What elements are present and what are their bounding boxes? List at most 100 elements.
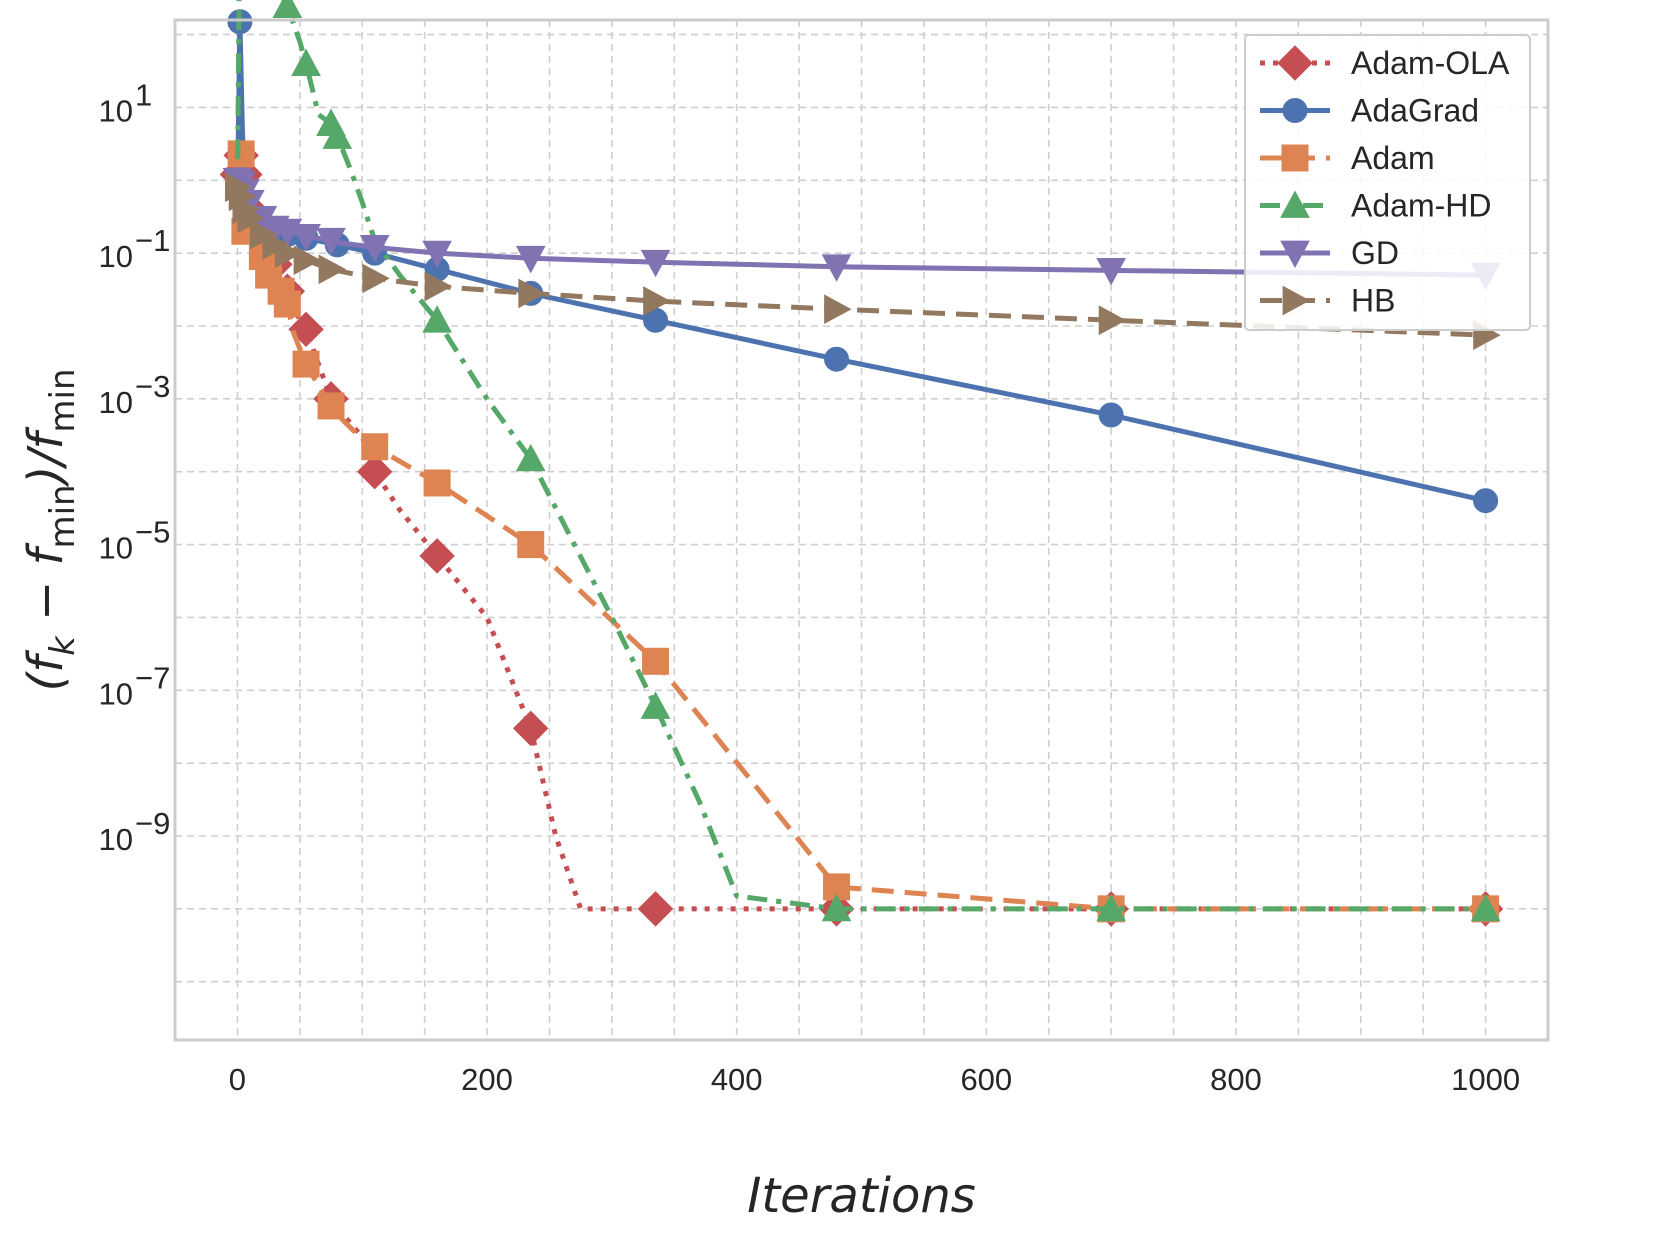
data-point-hb [274,238,303,268]
x-axis-ticks: 0 200 400 600 800 1000 [229,1062,1520,1097]
y-tick-base: 10 [99,822,133,857]
y-axis-ticks: 10−910−710−510−310−1101103 [99,77,171,857]
y-axis-label-sub-min-2: min [43,368,83,432]
y-tick-exponent: −3 [135,369,170,404]
legend-item-adam-ola: Adam-OLA [1260,45,1510,81]
data-point-gd [821,254,852,282]
data-point-gd [291,223,321,252]
legend-marker [1277,45,1313,81]
series-adam-hd [234,0,1501,922]
data-point-hb [518,278,546,309]
y-axis-label-sub-min-1: min [43,484,83,548]
y-axis-label-sub-k: k [43,635,83,656]
y-tick-label: 10 1 [99,77,153,128]
legend-label: Adam-HD [1351,188,1491,224]
legend-marker [1280,190,1310,218]
data-point-adam [292,350,320,378]
data-point-adam-hd [515,443,546,472]
data-point-hb [824,294,852,325]
x-tick-label: 0 [229,1062,246,1097]
x-axis-label: Iterations [747,1168,976,1224]
data-point-adam-ola [513,710,549,747]
data-point-adam-hd [821,893,852,922]
legend-item-gd: GD [1260,235,1399,271]
y-tick-label: 10 −5 [99,515,171,566]
x-tick-label: 200 [461,1062,513,1097]
y-tick-label: 10 −9 [99,806,171,857]
series-line-hb [235,186,1486,338]
data-point-adam-ola [637,891,674,927]
data-point-adam-hd [640,691,671,719]
legend-marker [1280,240,1310,269]
data-point-adam-ola [357,454,393,490]
legend-marker [1281,144,1309,172]
series-layer [219,0,1504,927]
legend-item-adam-hd: Adam-HD [1260,188,1491,224]
data-point-gd [1096,257,1126,286]
y-axis-label-close: )/f [18,427,74,488]
data-point-adam [361,433,389,461]
data-point-adam [423,469,451,497]
x-tick-label: 1000 [1451,1062,1520,1097]
data-point-adam [517,531,545,559]
data-point-adam-hd [422,305,452,333]
series-adam [227,140,1500,923]
legend-label: AdaGrad [1351,93,1479,129]
legend-item-adagrad: AdaGrad [1260,93,1479,129]
data-point-gd [640,249,671,278]
legend-label: Adam [1351,140,1435,176]
data-point-adagrad [824,346,850,372]
legend-label: Adam-OLA [1351,45,1510,81]
data-point-adam [317,392,345,420]
data-point-adam [823,873,851,901]
legend-label: HB [1351,283,1395,319]
legend-item-hb: HB [1260,283,1395,319]
y-axis-label: (fk − fmin)/fmin [18,368,83,691]
data-point-hb [362,263,390,294]
y-tick-exponent: −1 [135,223,170,258]
data-point-hb [293,245,322,276]
x-tick-label: 600 [960,1062,1012,1097]
data-point-adam [273,290,301,318]
y-tick-base: 10 [99,531,133,566]
data-point-adam [642,647,670,675]
legend: Adam-OLA AdaGrad Adam Adam-HD GD HB [1244,34,1531,331]
plot-frame [173,18,1550,1042]
legend-item-adam: Adam [1260,140,1435,176]
data-point-gd [316,227,346,256]
series-hb [225,172,1501,350]
x-tick-label: 800 [1210,1062,1262,1097]
legend-marker [1282,98,1308,123]
data-point-adagrad [1473,488,1499,514]
y-tick-base: 10 [99,239,133,274]
data-point-hb [1098,305,1127,336]
data-point-adam-ola [419,538,455,574]
data-point-adam-hd [291,48,321,76]
data-point-hb [643,286,671,316]
data-point-gd [359,234,390,263]
data-point-hb [424,271,453,302]
data-point-adam-hd [1470,893,1501,922]
x-tick-label: 400 [711,1062,763,1097]
legend-marker [1282,285,1311,316]
y-tick-exponent: 1 [135,77,152,112]
y-tick-exponent: −5 [135,515,170,550]
y-tick-base: 10 [99,385,133,420]
y-axis-label-minus: − f [18,542,74,636]
y-tick-exponent: −9 [135,806,170,841]
data-point-adam-hd [1096,893,1126,922]
data-point-adagrad [1098,402,1124,428]
data-point-hb [318,254,347,285]
data-point-adam-hd [322,121,353,149]
data-point-gd [515,245,546,274]
y-tick-label: 10 −3 [99,369,171,420]
legend-label: GD [1351,235,1399,271]
y-tick-base: 10 [99,676,133,711]
data-point-adam-hd [272,0,303,18]
data-point-gd [422,240,452,269]
data-point-adam [227,140,255,168]
y-tick-exponent: −7 [135,660,170,695]
y-axis-label-open: (f [18,650,74,692]
y-tick-base: 10 [99,93,133,128]
